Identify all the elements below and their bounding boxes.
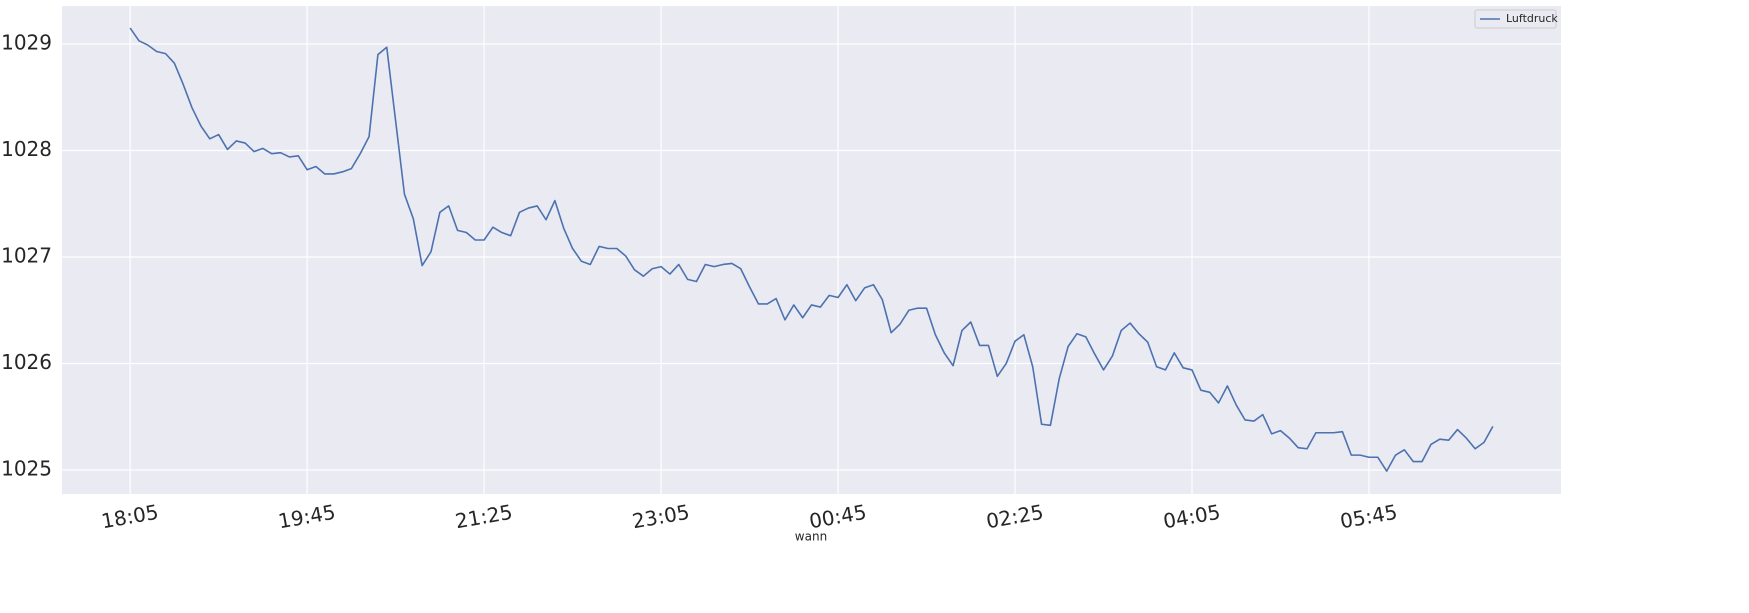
x-tick-label: 19:45: [276, 500, 337, 534]
x-tick-label: 00:45: [807, 500, 868, 534]
x-tick-label: 05:45: [1338, 500, 1399, 534]
y-tick-label: 1026: [1, 350, 52, 374]
legend-box: [1474, 9, 1557, 29]
x-axis-label: wann: [795, 530, 827, 544]
y-tick-label: 1029: [1, 31, 52, 55]
x-tick-label: 02:25: [984, 500, 1045, 534]
x-tick-label: 23:05: [630, 500, 691, 534]
line: [129, 27, 1494, 472]
y-tick-label: 1025: [1, 457, 52, 481]
x-tick-label: 18:05: [99, 500, 160, 534]
legend-label: Luftdruck: [1506, 12, 1558, 25]
y-tick-label: 1028: [1, 137, 52, 161]
y-tick-label: 1027: [1, 244, 52, 268]
x-tick-label: 21:25: [453, 500, 514, 534]
x-tick-label: 04:05: [1161, 500, 1222, 534]
plot-area: [62, 6, 1561, 494]
